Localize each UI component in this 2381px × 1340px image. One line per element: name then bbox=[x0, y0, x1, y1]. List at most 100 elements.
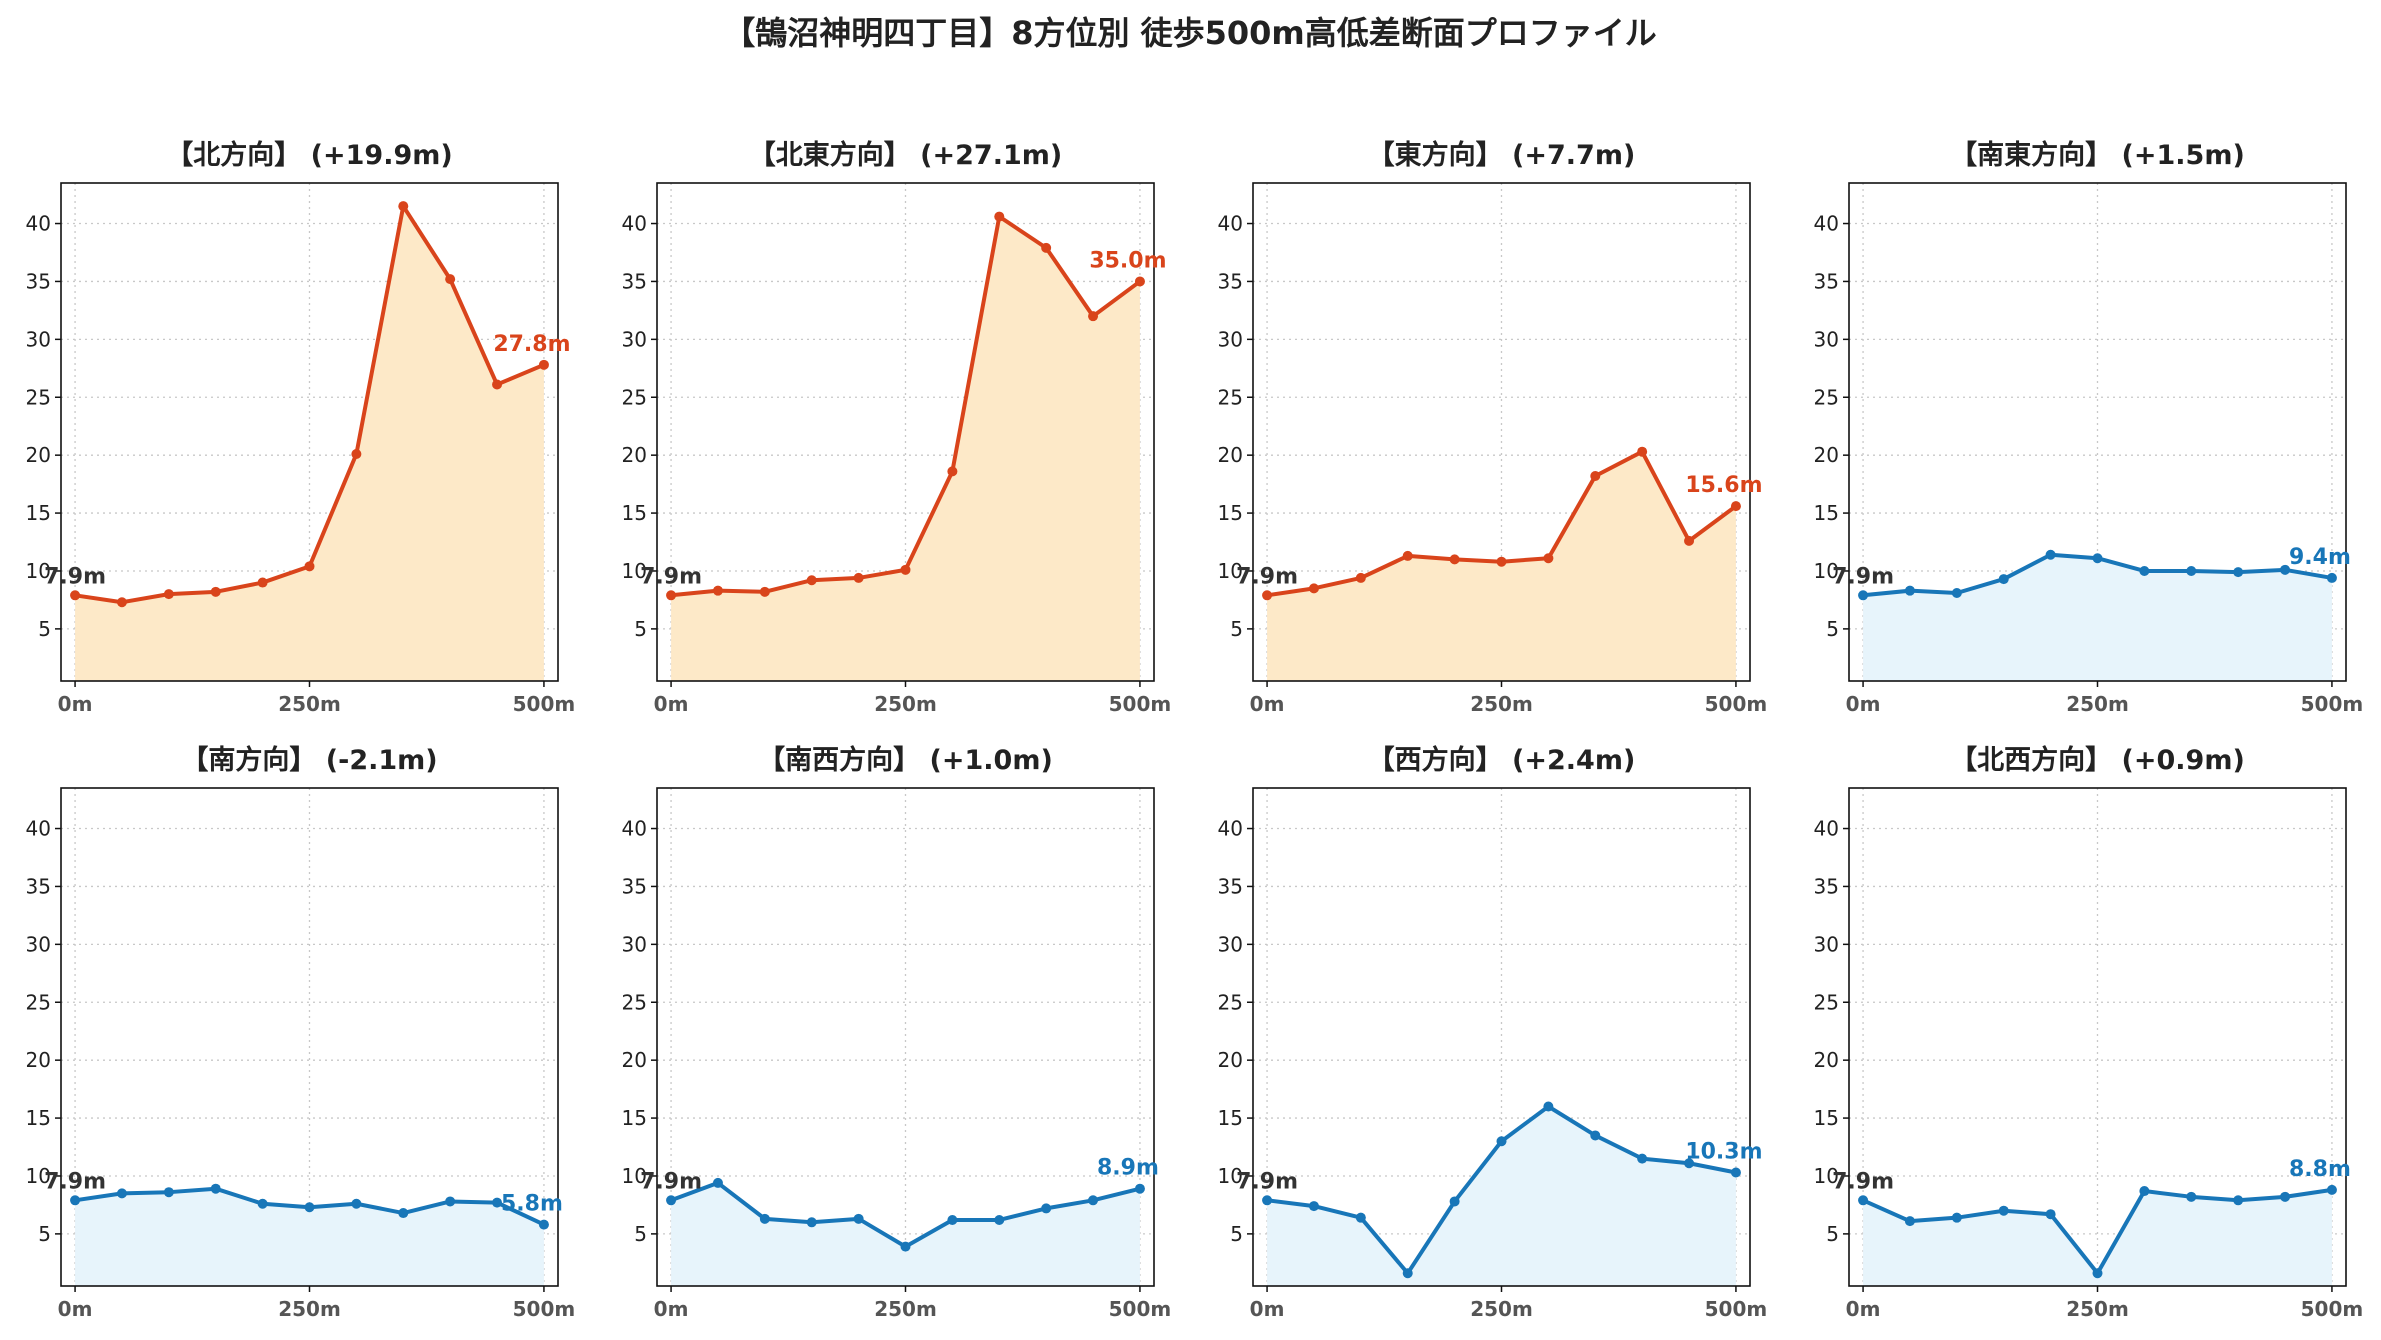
y-tick-label: 30 bbox=[1814, 932, 1839, 956]
data-point bbox=[1402, 550, 1413, 561]
data-point bbox=[1590, 1130, 1601, 1141]
data-point bbox=[1858, 1195, 1869, 1206]
data-point bbox=[853, 572, 864, 583]
y-tick-label: 20 bbox=[1814, 443, 1839, 467]
data-point bbox=[116, 597, 127, 608]
y-tick-label: 15 bbox=[26, 1106, 51, 1130]
start-value-label: 7.9m bbox=[44, 564, 106, 589]
data-point bbox=[1308, 583, 1319, 594]
y-tick-label: 25 bbox=[622, 385, 647, 409]
data-point bbox=[1262, 1195, 1273, 1206]
y-tick-label: 35 bbox=[1814, 874, 1839, 898]
data-point bbox=[1951, 587, 1962, 598]
y-tick-label: 25 bbox=[1218, 990, 1243, 1014]
panel-title: 【南東方向】 (+1.5m) bbox=[1950, 139, 2245, 171]
y-tick-label: 10 bbox=[1218, 559, 1243, 583]
data-point bbox=[666, 1195, 677, 1206]
chart-panel: 5 10 15 20 25 30 35 40 0m 250m 500m 【南西方向】 (+1.0m) 7… bbox=[622, 744, 1172, 1321]
start-value-label: 7.9m bbox=[640, 564, 702, 589]
start-value-label: 7.9m bbox=[44, 1169, 106, 1194]
x-tick-label: 500m bbox=[2301, 692, 2364, 716]
y-tick-label: 40 bbox=[1218, 212, 1243, 236]
x-tick-label: 0m bbox=[58, 1297, 93, 1321]
y-tick-label: 15 bbox=[1218, 501, 1243, 525]
elevation-area bbox=[1267, 1106, 1736, 1286]
x-tick-label: 250m bbox=[1470, 1297, 1533, 1321]
panel-title: 【南方向】 (-2.1m) bbox=[181, 744, 437, 776]
data-point bbox=[1730, 1167, 1741, 1178]
data-point bbox=[2092, 553, 2103, 564]
y-tick-label: 30 bbox=[1218, 932, 1243, 956]
x-tick-label: 0m bbox=[1250, 692, 1285, 716]
data-point bbox=[2186, 1191, 2197, 1202]
data-point bbox=[947, 1214, 958, 1225]
elevation-area bbox=[1863, 554, 2332, 681]
x-tick-label: 0m bbox=[1846, 692, 1881, 716]
data-point bbox=[1951, 1212, 1962, 1223]
y-tick-label: 30 bbox=[26, 932, 51, 956]
chart-panel: 5 10 15 20 25 30 35 40 0m 250m 500m 【南方向】 (-2.1m) 7.… bbox=[26, 744, 576, 1321]
data-point bbox=[70, 1195, 81, 1206]
data-point bbox=[351, 1198, 362, 1209]
x-tick-label: 250m bbox=[1470, 692, 1533, 716]
panel-title: 【北西方向】 (+0.9m) bbox=[1950, 744, 2245, 776]
start-value-label: 7.9m bbox=[640, 1169, 702, 1194]
y-tick-label: 5 bbox=[1826, 1222, 1839, 1246]
data-point bbox=[163, 589, 174, 600]
data-point bbox=[398, 1208, 409, 1219]
y-tick-label: 10 bbox=[1218, 1164, 1243, 1188]
data-point bbox=[1088, 1195, 1099, 1206]
data-point bbox=[2280, 564, 2291, 575]
data-point bbox=[806, 1217, 817, 1228]
data-point bbox=[1684, 535, 1695, 546]
y-tick-label: 35 bbox=[1218, 874, 1243, 898]
y-tick-label: 10 bbox=[1814, 1164, 1839, 1188]
end-value-label: 10.3m bbox=[1685, 1140, 1762, 1165]
y-tick-label: 10 bbox=[622, 1164, 647, 1188]
panel-title: 【南西方向】 (+1.0m) bbox=[758, 744, 1053, 776]
y-tick-label: 5 bbox=[634, 1222, 647, 1246]
data-point bbox=[1858, 590, 1869, 601]
end-value-label: 8.8m bbox=[2289, 1157, 2351, 1182]
y-tick-label: 25 bbox=[1218, 385, 1243, 409]
chart-panel: 5 10 15 20 25 30 35 40 0m 250m 500m 【北方向】 (+19.9m) 7… bbox=[26, 139, 576, 716]
data-point bbox=[853, 1213, 864, 1224]
x-tick-label: 250m bbox=[2066, 692, 2129, 716]
data-point bbox=[304, 561, 315, 572]
data-point bbox=[2326, 572, 2337, 583]
data-point bbox=[2045, 549, 2056, 560]
x-tick-label: 0m bbox=[654, 692, 689, 716]
chart-panel: 5 10 15 20 25 30 35 40 0m 250m 500m 【南東方向】 (+1.5m) 7… bbox=[1814, 139, 2364, 716]
chart-panel: 5 10 15 20 25 30 35 40 0m 250m 500m 【西方向】 (+2.4m) 7.… bbox=[1218, 744, 1768, 1321]
y-tick-label: 30 bbox=[622, 932, 647, 956]
data-point bbox=[257, 1198, 268, 1209]
data-point bbox=[806, 575, 817, 586]
data-point bbox=[900, 564, 911, 575]
y-tick-label: 5 bbox=[1230, 1222, 1243, 1246]
start-value-label: 7.9m bbox=[1236, 1169, 1298, 1194]
data-point bbox=[492, 379, 503, 390]
y-tick-label: 10 bbox=[26, 559, 51, 583]
y-tick-label: 5 bbox=[1230, 617, 1243, 641]
data-point bbox=[759, 1213, 770, 1224]
x-tick-label: 250m bbox=[278, 692, 341, 716]
end-value-label: 9.4m bbox=[2289, 545, 2351, 570]
data-point bbox=[1402, 1268, 1413, 1279]
y-tick-label: 20 bbox=[26, 1048, 51, 1072]
data-point bbox=[1355, 572, 1366, 583]
data-point bbox=[1684, 1158, 1695, 1169]
data-point bbox=[210, 586, 221, 597]
data-point bbox=[994, 211, 1005, 222]
y-tick-label: 30 bbox=[1814, 327, 1839, 351]
x-tick-label: 500m bbox=[2301, 1297, 2364, 1321]
data-point bbox=[1998, 1205, 2009, 1216]
y-tick-label: 25 bbox=[1814, 990, 1839, 1014]
y-tick-label: 10 bbox=[26, 1164, 51, 1188]
chart-panel: 5 10 15 20 25 30 35 40 0m 250m 500m 【東方向】 (+7.7m) 7.… bbox=[1218, 139, 1768, 716]
data-point bbox=[2186, 565, 2197, 576]
x-tick-label: 0m bbox=[1250, 1297, 1285, 1321]
data-point bbox=[2139, 565, 2150, 576]
y-tick-label: 40 bbox=[1814, 212, 1839, 236]
y-tick-label: 15 bbox=[622, 501, 647, 525]
y-tick-label: 25 bbox=[26, 385, 51, 409]
